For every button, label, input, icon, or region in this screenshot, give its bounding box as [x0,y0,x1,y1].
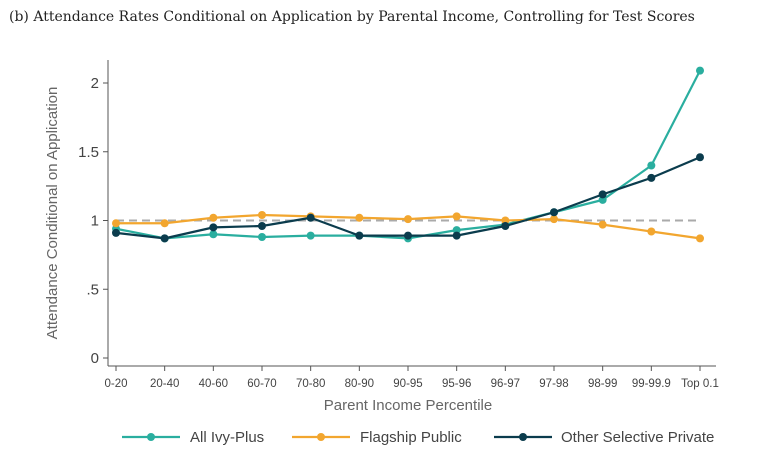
y-tick-label: 1.5 [78,144,99,161]
x-tick-label: 20-40 [150,378,179,390]
series-line-all-ivy-plus [115,70,701,240]
point-all-ivy-plus [647,161,656,170]
x-tick-label: 40-60 [199,378,228,390]
legend-marker-all-ivy-plus [147,433,155,441]
legend-label-flagship-public: Flagship Public [360,429,462,446]
point-other-selective-private [404,231,412,240]
x-tick-label: 0-20 [104,378,127,390]
x-tick-label: 95-96 [442,378,471,390]
point-all-ivy-plus [696,66,704,75]
point-all-ivy-plus [452,226,461,235]
x-tick-label: 90-95 [393,378,422,390]
point-other-selective-private [258,222,266,230]
x-tick-label: 80-90 [345,378,374,390]
legend-marker-flagship-public [317,433,325,441]
point-flagship-public [112,219,120,228]
point-flagship-public [501,216,510,225]
x-tick-label: 70-80 [296,378,325,390]
point-other-selective-private [550,208,558,217]
x-tick-label: 98-99 [588,378,617,390]
legend-label-all-ivy-plus: All Ivy-Plus [190,429,264,446]
axes: 0 .5 1 1.5 2 0-20 20-40 40-60 60-70 70-80 80-90 90-… [44,60,719,414]
point-other-selective-private [160,234,169,243]
point-other-selective-private [306,213,315,222]
point-all-ivy-plus [209,230,218,239]
x-tick-label: 97-98 [539,378,568,390]
point-flagship-public [598,220,607,229]
point-other-selective-private [696,153,704,162]
x-tick-label: 60-70 [247,378,276,390]
x-axis-title: Parent Income Percentile [324,397,492,414]
x-tick-label: 96-97 [491,378,520,390]
y-axis-title: Attendance Conditional on Application [44,87,61,340]
point-flagship-public [647,227,656,236]
figure-title: (b) Attendance Rates Conditional on Appl… [9,9,695,25]
point-other-selective-private [209,223,218,232]
point-flagship-public [258,211,266,219]
point-flagship-public [355,213,364,222]
series-group [112,66,704,243]
point-flagship-public [209,213,218,222]
point-flagship-public [160,219,169,228]
point-flagship-public [452,212,461,221]
point-other-selective-private [647,173,656,182]
point-all-ivy-plus [598,195,607,204]
point-flagship-public [696,234,704,243]
y-tick-label: .5 [86,281,99,298]
x-tick-label: 99-99.9 [632,378,671,390]
point-other-selective-private [501,222,510,230]
point-all-ivy-plus [306,231,315,240]
point-flagship-public [550,215,558,224]
point-other-selective-private [355,231,364,240]
y-tick-label: 1 [91,213,99,230]
point-flagship-public [404,215,412,224]
y-tick-label: 2 [91,75,99,92]
legend-marker-other-selective-private [519,433,527,441]
point-all-ivy-plus [258,233,266,241]
point-other-selective-private [598,190,607,199]
point-other-selective-private [452,231,461,240]
point-other-selective-private [112,228,120,237]
y-tick-label: 0 [91,350,99,367]
legend-label-other-selective-private: Other Selective Private [561,429,714,446]
legend: All Ivy-Plus Flagship Public Other Selecti… [122,429,714,446]
x-tick-label: Top 0.1 [681,378,719,390]
